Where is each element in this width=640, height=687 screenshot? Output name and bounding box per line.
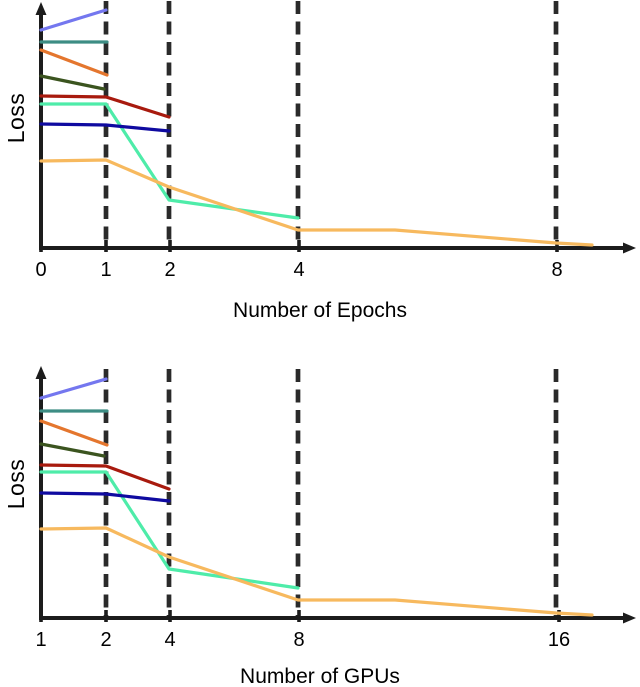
tick-label: 2	[164, 259, 175, 281]
series-periwinkle	[39, 8, 108, 32]
x-axis-arrow-icon	[623, 242, 636, 254]
tick-label: 4	[293, 259, 304, 281]
tick-label: 2	[100, 629, 111, 651]
series-dark-red	[39, 94, 171, 119]
y-axis-arrow-icon	[35, 2, 47, 15]
series-light-orange	[39, 526, 594, 617]
series-dark-green	[39, 442, 106, 458]
x-axis-arrow-icon	[623, 612, 636, 624]
y-axis-arrow-icon	[35, 366, 47, 379]
series-light-orange	[39, 158, 594, 247]
series-periwinkle	[39, 377, 108, 400]
tick-label: 16	[548, 629, 570, 651]
chart-epochs: 0 1 2 4 8	[35, 1, 636, 281]
y-axis-label-epochs: Loss	[3, 92, 29, 144]
series-dark-red	[39, 463, 171, 491]
tick-label: 1	[35, 629, 46, 651]
series-orange	[39, 48, 109, 77]
tick-label: 4	[164, 629, 175, 651]
series-orange	[39, 419, 109, 447]
tick-label: 0	[35, 259, 46, 281]
series-dark-green	[39, 74, 106, 91]
chart-gpus: 1 2 4 8 16	[35, 366, 636, 651]
tick-label: 1	[100, 259, 111, 281]
x-axis-label-gpus: Number of GPUs	[240, 665, 400, 687]
series-navy	[39, 122, 171, 133]
tick-label: 8	[551, 259, 562, 281]
tick-label: 8	[293, 629, 304, 651]
series-navy	[39, 491, 171, 503]
y-axis-label-gpus: Loss	[3, 458, 29, 510]
x-axis-label-epochs: Number of Epochs	[233, 299, 407, 322]
